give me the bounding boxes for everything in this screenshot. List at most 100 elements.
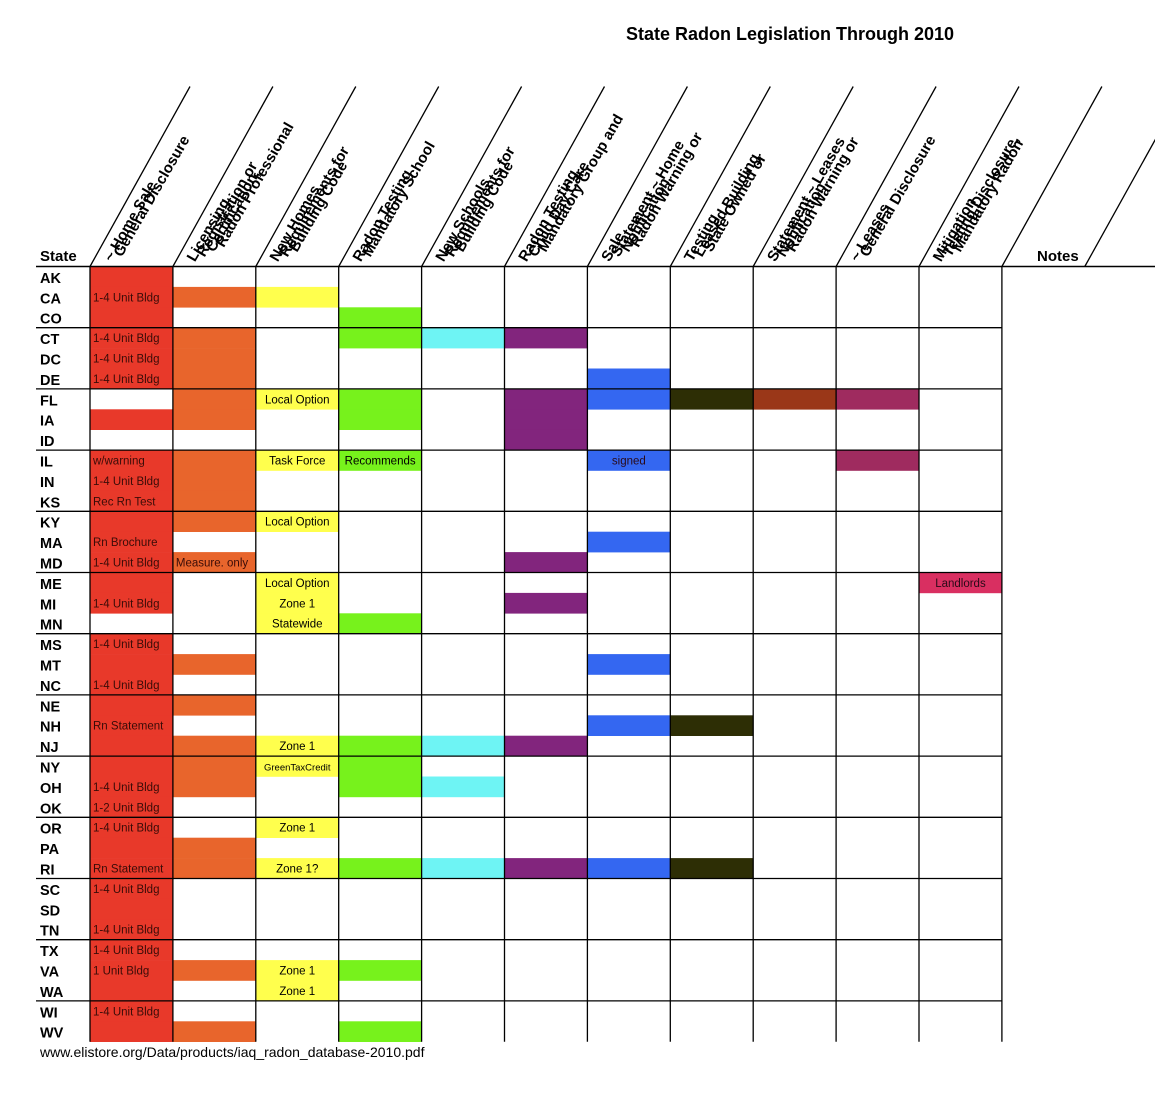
state-wv: WV: [40, 1026, 64, 1042]
header-slant: [89, 86, 191, 267]
cell-ny-0: [90, 756, 173, 777]
state-nh: NH: [40, 720, 61, 736]
chart-title: State Radon Legislation Through 2010: [626, 24, 954, 44]
state-column-header: State: [40, 248, 77, 265]
cell-ma-6: [587, 531, 671, 553]
cell-me-2: [255, 572, 339, 594]
state-tn: TN: [40, 924, 59, 940]
cell-nj-2: [255, 735, 339, 757]
state-or: OR: [40, 822, 62, 838]
cell-id-5: [504, 429, 588, 451]
cell-ky-0: [90, 511, 173, 532]
state-sc: SC: [40, 883, 61, 899]
header-slant: [586, 86, 688, 267]
grid-layer: [36, 86, 1155, 1042]
cell-ri-6: [587, 858, 671, 879]
cell-mt-0: [90, 654, 173, 675]
cell-label: 1 Unit Bldg: [93, 966, 149, 978]
cell-sc-0: [90, 878, 173, 900]
cell-nj-5: [504, 735, 588, 757]
column-header-line: Statement ~ Leases: [764, 134, 849, 264]
header-slant: [669, 86, 771, 267]
cell-fl-1: [172, 388, 256, 410]
cell-de-6: [587, 368, 671, 390]
cell-label: Statewide: [272, 619, 323, 631]
cell-label: 1-2 Unit Bldg: [93, 802, 159, 814]
cell-label: Zone 1: [279, 598, 315, 610]
cell-nj-4: [421, 735, 505, 757]
state-id: ID: [40, 434, 55, 450]
cell-fl-8: [753, 388, 837, 410]
cell-label: 1-4 Unit Bldg: [93, 354, 159, 366]
cell-label: 1-4 Unit Bldg: [93, 782, 159, 794]
cell-nj-3: [338, 735, 422, 757]
cell-ks-0: [90, 490, 173, 512]
column-header-line: ~ Home Sale: [101, 178, 161, 264]
header-slant: [918, 86, 1020, 267]
cell-wa-0: [90, 980, 173, 1002]
cell-ca-1: [172, 286, 256, 308]
cell-ri-4: [421, 858, 505, 879]
state-ks: KS: [40, 495, 60, 511]
cell-label: Local Option: [265, 578, 330, 590]
cell-wv-3: [338, 1021, 422, 1042]
cell-fl-2: [255, 388, 339, 410]
cell-il-1: [172, 450, 256, 471]
cell-mt-1: [172, 654, 256, 675]
state-wi: WI: [40, 1005, 58, 1021]
cell-ky-1: [172, 511, 256, 532]
cell-label: 1-4 Unit Bldg: [93, 925, 159, 937]
state-mn: MN: [40, 618, 63, 634]
cell-label: w/warning: [92, 456, 145, 468]
header-slant: [421, 86, 523, 267]
cell-label: 1-4 Unit Bldg: [93, 823, 159, 835]
state-sd: SD: [40, 903, 60, 919]
cell-co-0: [90, 307, 173, 328]
cell-ct-3: [338, 327, 422, 349]
cell-mt-6: [587, 654, 671, 675]
cell-label: 1-4 Unit Bldg: [93, 680, 159, 692]
state-ri: RI: [40, 863, 55, 879]
cell-pa-0: [90, 837, 173, 859]
cell-md-0: [90, 552, 173, 573]
cell-md-5: [504, 552, 588, 573]
cell-label: 1-4 Unit Bldg: [93, 476, 159, 488]
cell-ia-0: [90, 409, 173, 430]
state-ok: OK: [40, 801, 62, 817]
cell-label: Zone 1: [279, 986, 315, 998]
cell-de-0: [90, 368, 173, 390]
cell-oh-0: [90, 776, 173, 798]
cell-nh-0: [90, 715, 173, 736]
cell-co-3: [338, 307, 422, 328]
cell-label: Zone 1: [279, 741, 315, 753]
cell-or-0: [90, 817, 173, 838]
cell-label: Zone 1: [279, 966, 315, 978]
column-headers: General Disclosure~ Home Sale Radon Profe…: [101, 111, 1027, 264]
header-slant: [338, 86, 440, 267]
cell-ne-0: [90, 694, 173, 716]
cell-mn-3: [338, 613, 422, 634]
state-oh: OH: [40, 781, 62, 797]
cell-md-1: [172, 552, 256, 573]
cell-ct-1: [172, 327, 256, 349]
state-il: IL: [40, 455, 53, 471]
cell-nh-7: [670, 715, 754, 736]
cell-ri-2: [255, 858, 339, 879]
state-ma: MA: [40, 536, 63, 552]
cell-label: 1-4 Unit Bldg: [93, 598, 159, 610]
state-in: IN: [40, 475, 55, 491]
state-md: MD: [40, 557, 63, 573]
cell-tn-0: [90, 919, 173, 940]
cell-or-2: [255, 817, 339, 838]
state-fl: FL: [40, 393, 58, 409]
source-url: www.elistore.org/Data/products/iaq_radon…: [39, 1044, 425, 1060]
cell-nc-0: [90, 674, 173, 696]
state-mi: MI: [40, 597, 56, 613]
cell-ks-1: [172, 490, 256, 512]
cell-va-1: [172, 960, 256, 981]
cell-label: 1-4 Unit Bldg: [93, 639, 159, 651]
state-tx: TX: [40, 944, 59, 960]
cell-ne-1: [172, 694, 256, 716]
cell-pa-1: [172, 837, 256, 859]
